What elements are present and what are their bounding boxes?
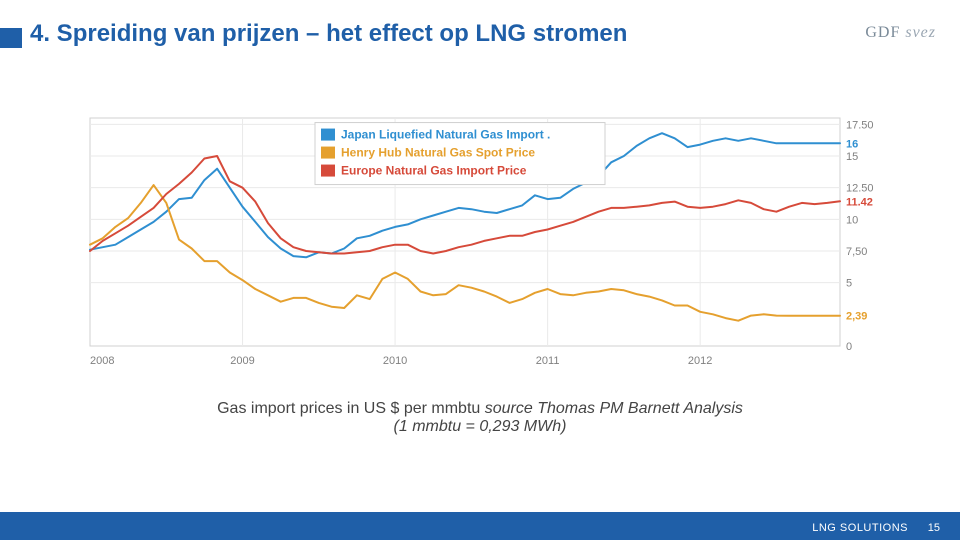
svg-text:2011: 2011 (536, 355, 560, 367)
slide: 4. Spreiding van prijzen – het effect op… (0, 0, 960, 540)
svg-text:2009: 2009 (230, 355, 254, 367)
footer-page: 15 (928, 522, 940, 534)
svg-text:2008: 2008 (90, 355, 114, 367)
caption-source: source Thomas PM Barnett Analysis (485, 400, 743, 417)
gas-prices-chart: 0 5 7,50 10 12.50 15 17.50 2008 2009 2010 2011 2012… (80, 110, 900, 370)
svg-text:5: 5 (846, 278, 852, 290)
logo-left: GDF (865, 24, 900, 41)
svg-text:Japan Liquefied Natural Gas Im: Japan Liquefied Natural Gas Import . (341, 128, 550, 142)
caption-prefix: Gas import prices in US $ per mmbtu (217, 400, 485, 417)
chart-svg: 0 5 7,50 10 12.50 15 17.50 2008 2009 2010 2011 2012… (80, 110, 900, 370)
svg-text:10: 10 (846, 214, 858, 226)
caption-sub: (1 mmbtu = 0,293 MWh) (394, 418, 567, 435)
svg-text:16: 16 (846, 138, 858, 150)
chart-caption: Gas import prices in US $ per mmbtu sour… (0, 400, 960, 436)
svg-text:2012: 2012 (688, 355, 712, 367)
svg-text:2010: 2010 (383, 355, 407, 367)
svg-text:7,50: 7,50 (846, 246, 867, 258)
svg-text:Europe Natural Gas Import Pric: Europe Natural Gas Import Price (341, 164, 527, 178)
page-title: 4. Spreiding van prijzen – het effect op… (30, 20, 627, 48)
logo-right: svez (905, 24, 936, 41)
svg-text:11.42: 11.42 (846, 196, 873, 208)
svg-text:17.50: 17.50 (846, 119, 874, 131)
svg-text:12.50: 12.50 (846, 183, 874, 195)
accent-bar (0, 28, 22, 48)
brand-logo: GDF svez (865, 24, 936, 42)
footer-label: LNG SOLUTIONS (812, 522, 908, 534)
svg-text:0: 0 (846, 341, 852, 353)
svg-text:Henry Hub Natural Gas Spot Pri: Henry Hub Natural Gas Spot Price (341, 146, 535, 160)
svg-text:2,39: 2,39 (846, 311, 867, 323)
svg-text:15: 15 (846, 151, 858, 163)
